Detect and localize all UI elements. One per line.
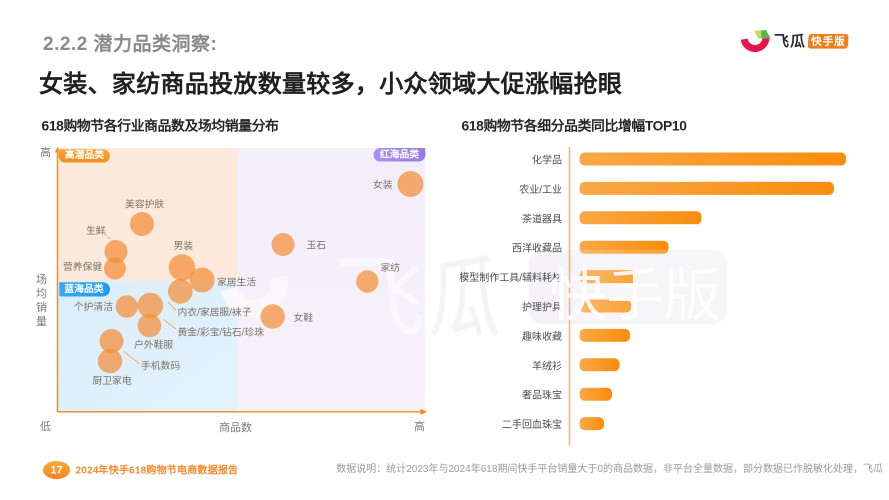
svg-text:飞: 飞 (334, 249, 425, 350)
svg-text:女装: 女装 (373, 178, 393, 191)
svg-text:农业/工业: 农业/工业 (519, 183, 562, 196)
svg-text:奢品珠宝: 奢品珠宝 (522, 389, 562, 402)
svg-text:快手版: 快手版 (550, 264, 721, 328)
svg-text:厨卫家电: 厨卫家电 (93, 374, 132, 387)
svg-text:618购物节各行业商品数及场均销量分布: 618购物节各行业商品数及场均销量分布 (42, 118, 280, 134)
svg-text:红海品类: 红海品类 (380, 147, 419, 160)
svg-text:商品数: 商品数 (219, 420, 252, 434)
svg-text:家居生活: 家居生活 (217, 276, 256, 289)
svg-text:二手回血珠宝: 二手回血珠宝 (502, 418, 562, 431)
svg-text:618购物节各细分品类同比增幅TOP10: 618购物节各细分品类同比增幅TOP10 (462, 118, 688, 134)
svg-text:营养保健: 营养保健 (63, 260, 102, 273)
svg-text:量: 量 (36, 315, 47, 328)
svg-text:蓝海品类: 蓝海品类 (64, 282, 103, 295)
svg-text:瓜: 瓜 (428, 248, 501, 350)
svg-text:17: 17 (50, 465, 62, 477)
svg-text:高: 高 (40, 145, 51, 159)
svg-text:黄金/彩宝/钻石/珍珠: 黄金/彩宝/钻石/珍珠 (178, 326, 265, 339)
svg-text:生鲜: 生鲜 (86, 224, 106, 237)
svg-text:手机数码: 手机数码 (141, 359, 180, 372)
svg-text:2024年快手618购物节电商数据报告: 2024年快手618购物节电商数据报告 (76, 464, 239, 477)
svg-text:护理护具: 护理护具 (522, 301, 562, 314)
svg-text:羊绒衫: 羊绒衫 (532, 359, 562, 372)
svg-text:个护清洁: 个护清洁 (74, 300, 113, 313)
svg-text:玉石: 玉石 (307, 241, 327, 252)
svg-text:高潜品类: 高潜品类 (65, 148, 104, 161)
svg-text:飞瓜: 飞瓜 (774, 33, 806, 50)
svg-text:家纺: 家纺 (381, 261, 401, 274)
svg-text:美容护肤: 美容护肤 (125, 198, 164, 211)
svg-text:高: 高 (414, 419, 425, 433)
svg-text:户外鞋服: 户外鞋服 (134, 338, 173, 351)
svg-text:内衣/家居服/袜子: 内衣/家居服/袜子 (178, 306, 252, 319)
svg-text:女鞋: 女鞋 (294, 311, 314, 324)
svg-text:场: 场 (36, 272, 47, 286)
svg-text:数据说明：统计2023年与2024年618期间快手平台销量大: 数据说明：统计2023年与2024年618期间快手平台销量大于0的商品数据，非平… (336, 462, 883, 475)
svg-text:模型制作工具/辅料耗材: 模型制作工具/辅料耗材 (459, 271, 562, 284)
svg-text:均: 均 (36, 287, 47, 300)
svg-text:化学品: 化学品 (532, 154, 562, 167)
svg-text:男装: 男装 (174, 239, 194, 252)
svg-text:低: 低 (40, 420, 51, 433)
svg-text:快手版: 快手版 (810, 35, 846, 48)
svg-text:茶道器具: 茶道器具 (522, 212, 562, 225)
svg-text:西洋收藏品: 西洋收藏品 (512, 242, 562, 255)
svg-text:趣味收藏: 趣味收藏 (522, 330, 562, 343)
svg-text:销: 销 (36, 300, 47, 314)
